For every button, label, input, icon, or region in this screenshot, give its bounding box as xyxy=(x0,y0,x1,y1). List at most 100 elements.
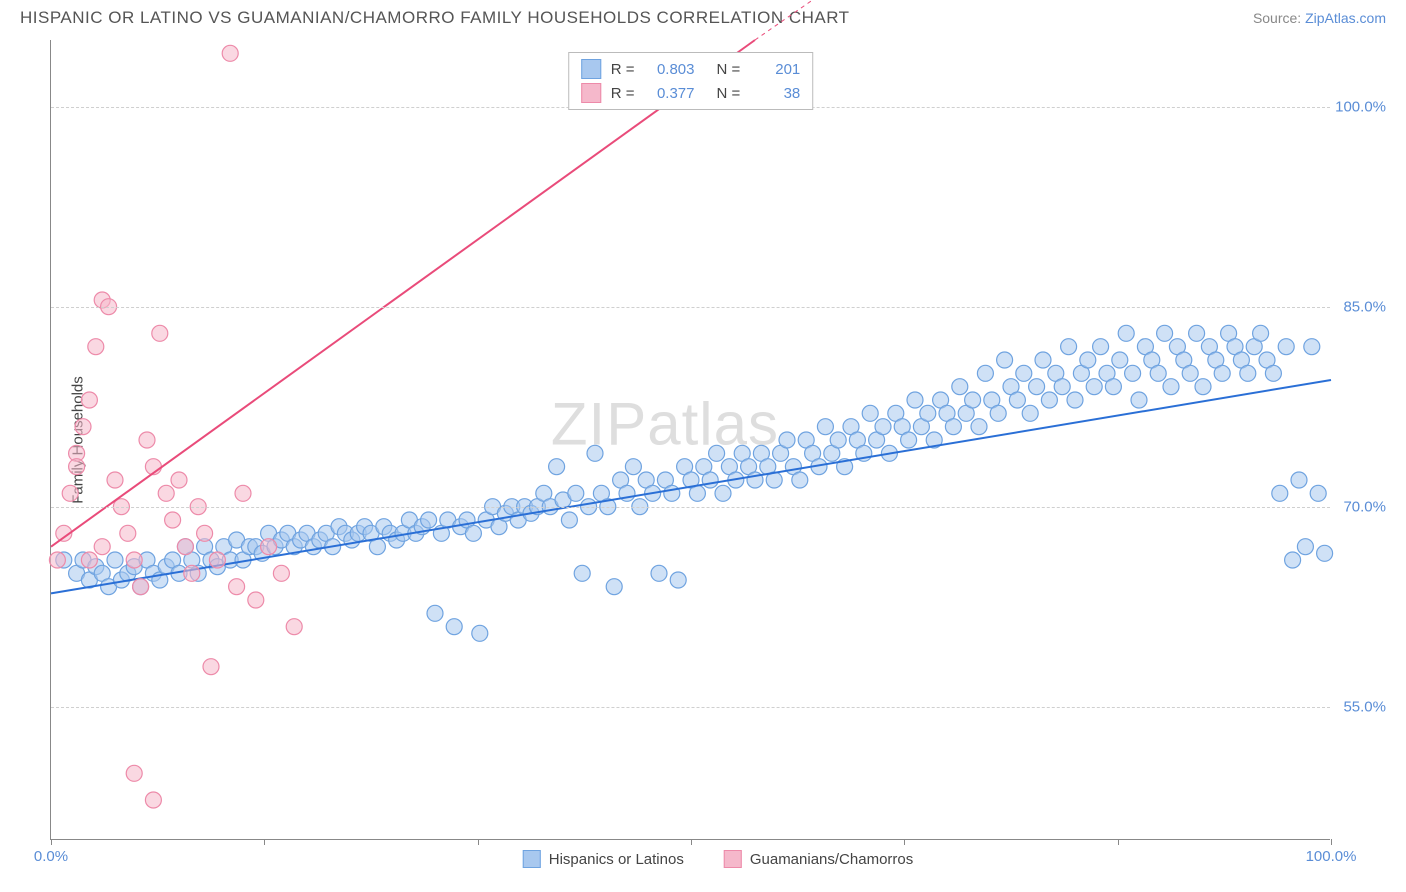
scatter-point xyxy=(1304,339,1320,355)
scatter-point xyxy=(69,459,85,475)
scatter-point xyxy=(133,579,149,595)
scatter-point xyxy=(1310,485,1326,501)
series-legend: Hispanics or Latinos Guamanians/Chamorros xyxy=(523,850,913,868)
scatter-point xyxy=(1163,379,1179,395)
x-tick xyxy=(264,839,265,845)
scatter-point xyxy=(107,552,123,568)
scatter-point xyxy=(139,432,155,448)
scatter-point xyxy=(1131,392,1147,408)
legend-swatch xyxy=(581,83,601,103)
source-link[interactable]: ZipAtlas.com xyxy=(1305,10,1386,26)
source-attribution: Source: ZipAtlas.com xyxy=(1253,10,1386,26)
scatter-point xyxy=(1022,405,1038,421)
grid-line-h xyxy=(51,707,1330,708)
scatter-point xyxy=(75,419,91,435)
scatter-point xyxy=(94,539,110,555)
scatter-point xyxy=(625,459,641,475)
scatter-point xyxy=(203,659,219,675)
scatter-point xyxy=(952,379,968,395)
y-tick-label: 55.0% xyxy=(1343,698,1386,715)
scatter-point xyxy=(126,552,142,568)
stats-legend-row: R = 0.803 N = 201 xyxy=(581,57,801,81)
scatter-point xyxy=(273,565,289,581)
scatter-point xyxy=(945,419,961,435)
scatter-point xyxy=(472,625,488,641)
scatter-point xyxy=(62,485,78,501)
scatter-point xyxy=(1035,352,1051,368)
y-tick-label: 70.0% xyxy=(1343,498,1386,515)
stat-r-value: 0.377 xyxy=(645,85,695,102)
scatter-point xyxy=(1214,365,1230,381)
stat-n-value: 38 xyxy=(750,85,800,102)
scatter-point xyxy=(1278,339,1294,355)
scatter-point xyxy=(1093,339,1109,355)
chart-container: Family Households ZIPatlas 55.0%70.0%85.… xyxy=(50,40,1386,840)
scatter-point xyxy=(1195,379,1211,395)
scatter-point xyxy=(1016,365,1032,381)
stats-legend-row: R =0.377N =38 xyxy=(581,81,801,105)
scatter-point xyxy=(1054,379,1070,395)
scatter-point xyxy=(235,485,251,501)
legend-item: Hispanics or Latinos xyxy=(523,850,684,868)
scatter-point xyxy=(977,365,993,381)
scatter-point xyxy=(1189,325,1205,341)
plot-area: ZIPatlas 55.0%70.0%85.0%100.0%0.0%100.0%… xyxy=(50,40,1330,840)
scatter-point xyxy=(651,565,667,581)
scatter-point xyxy=(1009,392,1025,408)
scatter-point xyxy=(715,485,731,501)
scatter-point xyxy=(1080,352,1096,368)
scatter-point xyxy=(49,552,65,568)
x-tick xyxy=(478,839,479,845)
scatter-point xyxy=(261,539,277,555)
scatter-point xyxy=(152,325,168,341)
legend-label: Guamanians/Chamorros xyxy=(750,851,913,868)
scatter-point xyxy=(670,572,686,588)
x-tick xyxy=(691,839,692,845)
x-tick xyxy=(1118,839,1119,845)
scatter-point xyxy=(1041,392,1057,408)
scatter-point xyxy=(792,472,808,488)
scatter-point xyxy=(145,792,161,808)
scatter-point xyxy=(1265,365,1281,381)
scatter-point xyxy=(88,339,104,355)
legend-swatch xyxy=(724,850,742,868)
scatter-point xyxy=(248,592,264,608)
scatter-point xyxy=(158,485,174,501)
scatter-point xyxy=(427,605,443,621)
scatter-point xyxy=(1272,485,1288,501)
scatter-point xyxy=(286,619,302,635)
scatter-point xyxy=(664,485,680,501)
scatter-point xyxy=(1150,365,1166,381)
scatter-point xyxy=(1157,325,1173,341)
scatter-point xyxy=(817,419,833,435)
x-tick xyxy=(1331,839,1332,845)
scatter-point xyxy=(965,392,981,408)
scatter-point xyxy=(1067,392,1083,408)
chart-title: HISPANIC OR LATINO VS GUAMANIAN/CHAMORRO… xyxy=(20,8,850,28)
grid-line-h xyxy=(51,307,1330,308)
stat-n-value: 201 xyxy=(750,61,800,78)
scatter-point xyxy=(606,579,622,595)
scatter-point xyxy=(446,619,462,635)
scatter-point xyxy=(1125,365,1141,381)
scatter-point xyxy=(875,419,891,435)
stats-legend-box: R =0.803N =201R =0.377N =38 xyxy=(568,52,814,110)
scatter-point xyxy=(120,525,136,541)
legend-swatch xyxy=(581,59,601,79)
scatter-point xyxy=(1118,325,1134,341)
source-prefix: Source: xyxy=(1253,10,1305,26)
scatter-point xyxy=(830,432,846,448)
stat-r-value: 0.803 xyxy=(645,61,695,78)
x-tick xyxy=(904,839,905,845)
scatter-point xyxy=(81,392,97,408)
stat-r-label: R = xyxy=(611,85,635,102)
scatter-point xyxy=(1291,472,1307,488)
stat-r-label: R = xyxy=(611,61,635,78)
x-tick-label: 100.0% xyxy=(1306,848,1357,865)
scatter-point xyxy=(1285,552,1301,568)
scatter-point xyxy=(1061,339,1077,355)
scatter-point xyxy=(561,512,577,528)
scatter-point xyxy=(997,352,1013,368)
y-tick-label: 100.0% xyxy=(1335,98,1386,115)
stat-n-label: N = xyxy=(717,61,741,78)
